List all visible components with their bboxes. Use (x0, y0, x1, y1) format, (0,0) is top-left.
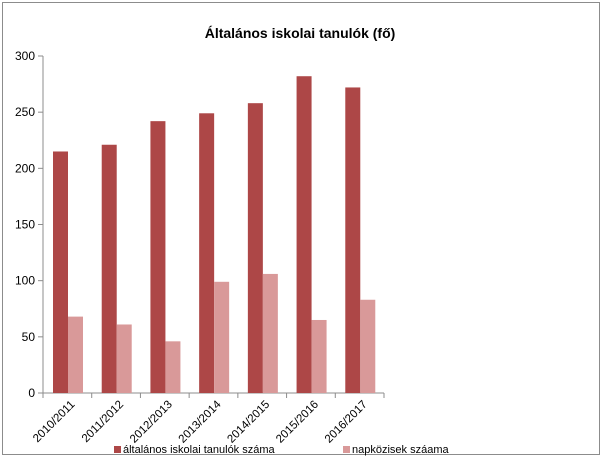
bar-napkozisek (311, 319, 327, 393)
x-tick-label: 2015/2016 (274, 399, 321, 446)
y-tick-label: 200 (15, 161, 35, 175)
y-tick-label: 50 (22, 330, 36, 344)
x-tick-label: 2012/2013 (128, 399, 175, 446)
chart-axes: 0 50 100 150 200 250 300 (15, 49, 385, 400)
y-tick-label: 150 (15, 218, 35, 232)
bar-napkozisek (68, 316, 83, 393)
bar-tanulok (53, 151, 68, 393)
chart-title: Általános iskolai tanulók (fő) (205, 25, 396, 41)
legend-swatch (343, 446, 350, 453)
bar-napkozisek (262, 273, 278, 393)
bar-tanulok (345, 87, 361, 393)
legend-label: általános iskolai tanulók száma (123, 444, 276, 456)
x-axis-tick-labels: 2010/2011 2011/2012 2012/2013 2013/2014 2014… (31, 398, 370, 445)
bar-napkozisek (165, 341, 181, 393)
x-tick-label: 2010/2011 (31, 399, 77, 445)
x-tick-label: 2013/2014 (177, 398, 224, 445)
chart-bars (53, 76, 376, 394)
y-tick-label: 100 (15, 274, 35, 288)
bar-tanulok (101, 144, 117, 393)
legend-swatch (114, 446, 121, 453)
y-tick-label: 250 (15, 105, 35, 119)
x-tick-label: 2011/2012 (80, 399, 126, 445)
x-tick-label: 2016/2017 (323, 399, 370, 446)
bar-tanulok (296, 76, 312, 393)
bar-napkozisek (116, 324, 132, 393)
chart-legend: általános iskolai tanulók száma napközise… (114, 444, 449, 456)
x-tick-label: 2014/2015 (225, 399, 272, 446)
y-tick-label: 0 (28, 386, 35, 400)
y-tick-label: 300 (15, 49, 35, 63)
bar-tanulok (150, 121, 166, 394)
bar-napkozisek (360, 299, 376, 393)
bar-tanulok (199, 113, 215, 393)
bar-napkozisek (214, 281, 230, 393)
legend-label: napközisek száama (352, 444, 449, 456)
bar-tanulok (247, 103, 263, 394)
